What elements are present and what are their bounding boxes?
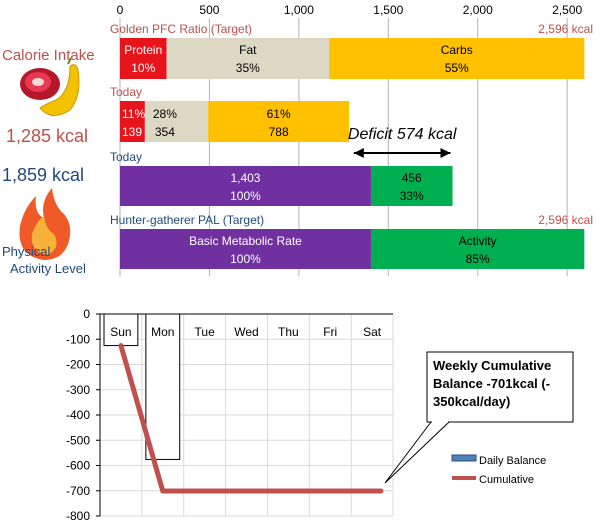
y-tick-label: -600 — [66, 459, 90, 473]
segment-pct: 61% — [267, 107, 291, 121]
segment-name: Protein — [124, 43, 162, 57]
bar-segment — [208, 101, 350, 142]
segment-kcal: 354 — [155, 125, 175, 139]
left-panel: Calorie Intake 1,285 kcal 1,859 kcal Phy… — [2, 47, 95, 276]
bar-segment — [120, 229, 371, 269]
y-tick-label: -500 — [66, 433, 90, 447]
row-total-label: 2,596 kcal — [538, 213, 593, 227]
callout-text: 350kcal/day) — [433, 394, 510, 409]
callout-box — [426, 351, 574, 423]
bar-segment — [144, 101, 209, 142]
meat-banana-icon — [20, 57, 80, 116]
y-tick-label: -200 — [66, 358, 90, 372]
segment-pct: 35% — [236, 61, 260, 75]
legend-label-daily: Daily Balance — [479, 455, 546, 467]
segment-pct: 33% — [400, 189, 424, 203]
category-label: Wed — [234, 325, 258, 339]
bar-segment — [370, 229, 585, 269]
segment-kcal: 139 — [122, 125, 142, 139]
x-tick-label: 0 — [117, 3, 124, 17]
category-label: Mon — [151, 325, 174, 339]
segment-name: 1,403 — [230, 171, 260, 185]
callout-pointer — [384, 421, 450, 484]
legend-swatch-daily — [451, 454, 477, 462]
cumulative-line — [118, 343, 384, 494]
segment-pct: 28% — [153, 107, 177, 121]
deficit-label: Deficit 574 kcal — [348, 126, 457, 143]
bar-segment — [120, 101, 145, 142]
bar-segment — [329, 38, 585, 79]
category-label: Fri — [323, 325, 337, 339]
x-tick-label: 500 — [199, 3, 219, 17]
row-label: Today — [110, 85, 142, 99]
row-label: Today — [110, 150, 142, 164]
x-tick-label: 2,500 — [552, 3, 582, 17]
segment-pct: 11% — [122, 107, 145, 121]
segment-name: 456 — [402, 171, 422, 185]
expend-value: 1,859 kcal — [2, 165, 84, 185]
category-label: Sun — [110, 325, 131, 339]
flame-icon — [19, 188, 71, 260]
segment-kcal: 788 — [269, 125, 289, 139]
bar-segment — [166, 38, 330, 79]
calorie-intake-label: Calorie Intake — [2, 47, 95, 64]
y-tick-label: -400 — [66, 408, 90, 422]
x-tick-label: 1,000 — [284, 3, 314, 17]
pal-label-line1: Physical — [2, 244, 51, 259]
intake-value: 1,285 kcal — [6, 126, 88, 146]
segment-name: Fat — [239, 43, 257, 57]
y-tick-label: -800 — [66, 509, 90, 523]
segment-name: Basic Metabolic Rate — [189, 234, 302, 248]
pfc-pal-chart: 0 500 1,000 1,500 2,000 2,500 Golden PFC Ratio… — [110, 3, 593, 276]
segment-pct: 100% — [230, 252, 261, 266]
deficit-arrow-head-right — [440, 148, 451, 158]
segment-pct: 100% — [230, 189, 261, 203]
segment-pct: 85% — [466, 252, 490, 266]
y-tick-label: -100 — [66, 332, 90, 346]
x-tick-label: 1,500 — [373, 3, 403, 17]
x-tick-label: 2,000 — [463, 3, 493, 17]
row-label: Golden PFC Ratio (Target) — [110, 22, 252, 36]
bar-segment — [120, 38, 167, 79]
deficit-arrow-head-left — [353, 148, 364, 158]
category-label: Sat — [363, 325, 382, 339]
category-label: Thu — [278, 325, 299, 339]
row-total-label: 2,596 kcal — [538, 22, 593, 36]
category-label: Tue — [195, 325, 216, 339]
segment-pct: 55% — [445, 61, 469, 75]
pal-label-line2: Activity Level — [10, 261, 86, 276]
legend-label-cumulative: Cumulative — [479, 474, 534, 486]
bar-segment — [370, 166, 453, 206]
daily-balance-bar — [103, 313, 139, 347]
segment-name: Activity — [459, 234, 497, 248]
segment-pct: 10% — [131, 61, 155, 75]
bar-segment — [120, 166, 371, 206]
y-tick-label: -300 — [66, 383, 90, 397]
y-tick-label: -700 — [66, 484, 90, 498]
y-tick-label: 0 — [83, 307, 90, 321]
callout-text: Balance -701kcal (- — [433, 376, 550, 391]
callout-text: Weekly Cumulative — [433, 358, 551, 373]
weekly-balance-chart: 0 -100 -200 -300 -400 -500 -600 -700 -800 Sun Mon T… — [66, 307, 574, 523]
segment-name: Carbs — [441, 43, 473, 57]
daily-balance-bar — [145, 313, 181, 460]
row-label: Hunter-gatherer PAL (Target) — [110, 213, 264, 227]
